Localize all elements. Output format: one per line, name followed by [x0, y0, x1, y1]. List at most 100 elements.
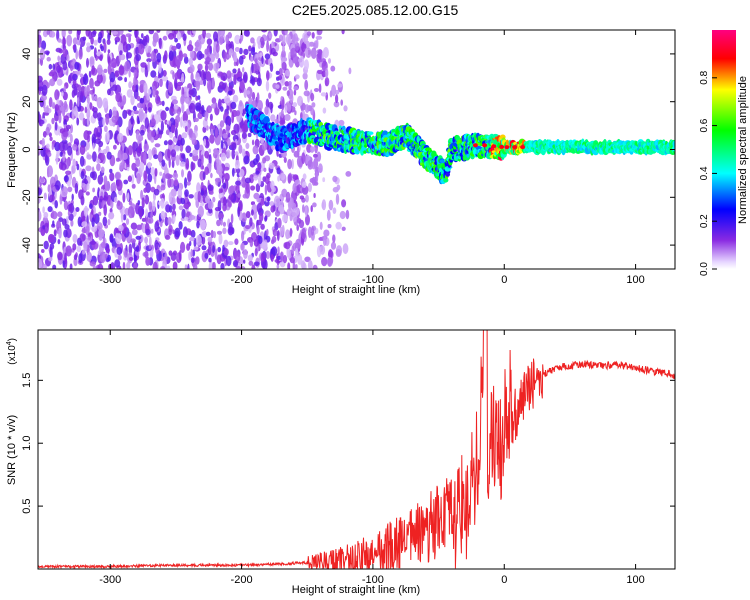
spectrogram-noise-speckle — [181, 132, 188, 139]
spectrogram-noise-speckle — [84, 106, 88, 114]
spectrogram-noise-speckle — [136, 172, 141, 185]
spectrogram-noise-speckle — [148, 236, 152, 248]
spectrogram-noise-speckle — [92, 30, 97, 35]
spectrogram-noise-speckle — [300, 112, 303, 120]
spectrogram-noise-speckle — [234, 47, 240, 52]
spectrogram-noise-speckle — [252, 158, 259, 166]
spectrogram-noise-speckle — [88, 30, 92, 40]
spectrogram-noise-speckle — [246, 90, 251, 95]
spectrogram-noise-speckle — [238, 144, 243, 154]
spectrogram-noise-speckle — [232, 68, 237, 74]
colorbar-gradient — [712, 30, 736, 269]
spectrogram-noise-speckle — [127, 145, 133, 156]
spectrogram-noise-speckle — [341, 226, 346, 231]
spectrogram-noise-speckle — [150, 70, 157, 78]
spectrogram-noise-speckle — [168, 50, 174, 61]
snr-y-ticks: 0.5 1.0 1.5 — [21, 373, 675, 514]
spectrogram-noise-speckle — [116, 247, 123, 255]
spectrogram-noise-speckle — [55, 180, 61, 191]
spectrogram-noise-speckle — [143, 143, 149, 152]
spectrogram-noise-speckle — [201, 231, 205, 237]
spectrogram-noise-speckle — [60, 162, 67, 171]
spectrogram-noise-speckle — [139, 97, 145, 104]
spectrogram-noise-speckle — [223, 239, 229, 248]
spectrogram-noise-speckle — [122, 214, 127, 221]
spectrogram-noise-speckle — [38, 30, 41, 34]
spectrogram-noise-speckle — [257, 100, 263, 111]
spectrogram-noise-speckle — [77, 84, 82, 92]
spectrogram-noise-speckle — [89, 261, 97, 267]
colorbar-tick-label: 0.4 — [699, 166, 710, 180]
spectrogram-noise-speckle — [168, 120, 172, 127]
spectrogram-noise-speckle — [67, 210, 71, 217]
spectrogram-noise-speckle — [147, 88, 152, 95]
spectrogram-noise-speckle — [219, 35, 225, 45]
spectrogram-noise-speckle — [94, 94, 98, 102]
spectrogram-peak-cell — [520, 145, 526, 150]
spectrogram-noise-speckle — [40, 177, 45, 183]
spectrogram-noise-speckle — [122, 261, 126, 269]
spectrogram-noise-speckle — [335, 249, 342, 257]
spectrogram-noise-speckle — [293, 86, 299, 91]
spectrogram-noise-speckle — [327, 224, 332, 229]
spectrogram-noise-speckle — [335, 221, 342, 230]
spectrogram-noise-speckle — [86, 183, 90, 190]
spectrogram-noise-speckle — [102, 216, 108, 227]
spectrogram-noise-speckle — [187, 123, 191, 131]
spectrogram-noise-speckle — [281, 61, 287, 70]
spectrogram-noise-speckle — [266, 70, 270, 81]
spectrogram-noise-speckle — [195, 72, 200, 82]
spectrogram-noise-speckle — [276, 255, 282, 260]
spectrogram-noise-speckle — [122, 41, 128, 53]
spectrogram-noise-speckle — [197, 158, 202, 168]
spectrogram-noise-speckle — [43, 192, 47, 200]
spectrogram-noise-speckle — [181, 208, 186, 219]
spectrogram-noise-speckle — [65, 245, 72, 257]
spectrogram-noise-speckle — [128, 256, 134, 261]
spectrogram-noise-speckle — [47, 165, 53, 178]
spectrogram-noise-speckle — [58, 48, 63, 54]
spectrogram-noise-speckle — [285, 34, 292, 45]
spectrogram-noise-speckle — [48, 97, 53, 108]
spectrogram-noise-speckle — [131, 183, 136, 189]
spectrogram-noise-speckle — [114, 70, 120, 77]
spectrogram-noise-speckle — [322, 236, 327, 247]
spectrogram-noise-speckle — [203, 138, 207, 147]
spectrogram-noise-speckle — [195, 102, 202, 112]
spectrogram-noise-speckle — [67, 204, 73, 212]
spectrogram-peak-cell — [491, 144, 497, 149]
spectrogram-noise-speckle — [270, 254, 274, 262]
spectrogram-noise-speckle — [243, 248, 248, 260]
spectrogram-noise-speckle — [279, 226, 284, 238]
spectrogram-noise-speckle — [144, 170, 148, 182]
spectrogram-y-axis-label: Frequency (Hz) — [6, 112, 18, 188]
spectrogram-noise-speckle — [259, 52, 263, 58]
spectrogram-noise-speckle — [183, 203, 190, 209]
spectrogram-noise-speckle — [185, 145, 192, 154]
spectrogram-noise-speckle — [266, 34, 270, 43]
spectrogram-noise-speckle — [184, 177, 188, 189]
spectrogram-noise-speckle — [97, 174, 104, 185]
spectrogram-noise-speckle — [54, 141, 61, 152]
snr-panel: -300 -200 -100 0 100 0.5 1.0 1.5 Height of str… — [6, 329, 676, 596]
spectrogram-noise-speckle — [172, 203, 176, 211]
spectrogram-noise-speckle — [318, 163, 323, 174]
spectrogram-noise-speckle — [82, 36, 87, 41]
spectrogram-noise-speckle — [282, 214, 288, 223]
spectrogram-noise-speckle — [75, 151, 80, 156]
spectrogram-noise-speckle — [215, 208, 219, 219]
spectrogram-noise-speckle — [86, 114, 90, 127]
spectrogram-noise-speckle — [52, 220, 55, 227]
spectrogram-noise-speckle — [209, 190, 214, 195]
spectrogram-noise-speckle — [161, 75, 168, 82]
spectrogram-noise-speckle — [65, 124, 71, 130]
spectrogram-noise-speckle — [62, 91, 68, 101]
spectrogram-noise-speckle — [59, 106, 65, 112]
spectrogram-noise-speckle — [303, 90, 310, 97]
spectrogram-noise-speckle — [85, 140, 90, 151]
spectrogram-noise-speckle — [156, 52, 162, 63]
spectrogram-noise-speckle — [178, 205, 184, 211]
spectrogram-noise-speckle — [176, 139, 182, 146]
spectrogram-noise-speckle — [124, 60, 131, 72]
spectrogram-noise-speckle — [180, 137, 185, 146]
